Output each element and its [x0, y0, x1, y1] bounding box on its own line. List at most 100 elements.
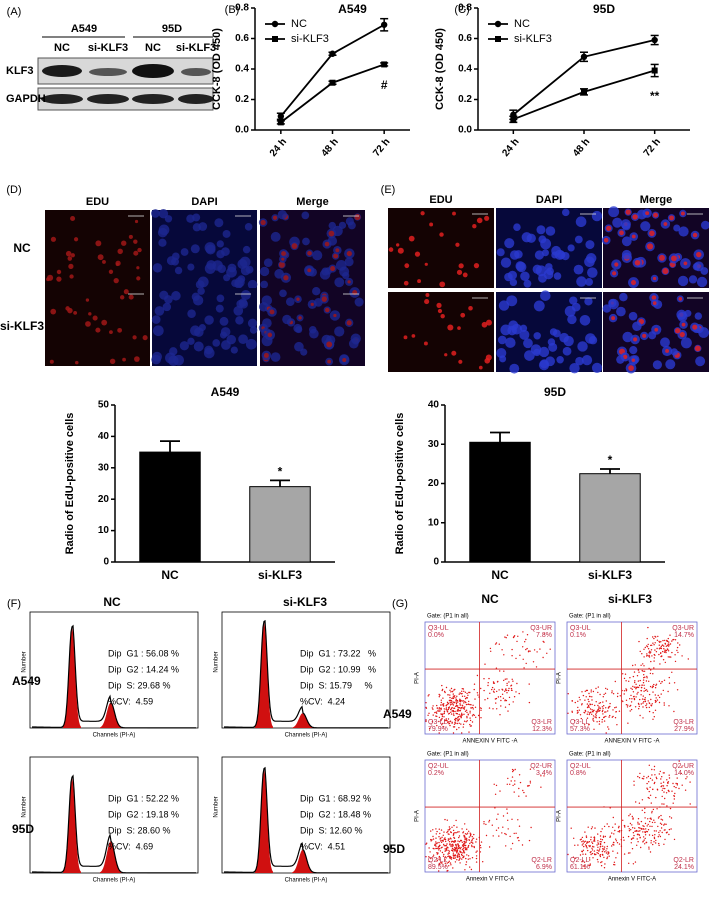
edu-dot — [119, 295, 125, 300]
event-dot — [466, 696, 468, 699]
event-dot — [453, 707, 456, 709]
event-dot — [628, 862, 630, 864]
event-dot — [447, 708, 450, 711]
event-dot — [525, 648, 527, 651]
event-dot — [516, 640, 518, 643]
event-dot — [671, 790, 673, 792]
event-dot — [648, 650, 651, 652]
bar — [249, 486, 311, 563]
event-dot — [593, 836, 596, 838]
event-dot — [518, 787, 520, 790]
event-dot — [526, 634, 529, 636]
event-dot — [630, 701, 633, 703]
event-dot — [637, 821, 639, 823]
edu-dot — [452, 211, 456, 216]
event-dot — [500, 699, 502, 702]
edu-dot — [283, 275, 289, 281]
edu-dot — [658, 254, 665, 261]
event-dot — [646, 787, 648, 789]
edu-dot — [425, 293, 430, 297]
y-axis-label: Number — [214, 796, 220, 817]
nucleus — [588, 336, 598, 345]
event-dot — [456, 705, 458, 707]
event-dot — [645, 706, 648, 709]
event-dot — [584, 867, 586, 869]
x-axis-label: Channels (PI-A) — [285, 878, 328, 884]
nucleus — [628, 311, 638, 321]
y-tick-label: 20 — [98, 494, 110, 505]
histogram-curve — [224, 619, 388, 729]
edu-dot — [95, 240, 102, 247]
event-dot — [599, 841, 601, 843]
event-dot — [593, 850, 596, 852]
event-dot — [597, 843, 600, 845]
event-dot — [660, 645, 662, 648]
event-dot — [587, 841, 589, 843]
event-dot — [638, 823, 640, 825]
event-dot — [603, 848, 606, 850]
edu-dot — [108, 269, 114, 274]
event-dot — [465, 844, 467, 847]
event-dot — [428, 727, 431, 730]
cycle-stat: %CV: 4.24 — [300, 696, 345, 706]
event-dot — [451, 690, 454, 693]
event-dot — [459, 692, 461, 694]
event-dot — [512, 680, 514, 682]
edu-dot — [335, 248, 340, 253]
event-dot — [661, 831, 663, 834]
event-dot — [596, 852, 598, 854]
quadrant-name: Q3-LR — [531, 719, 552, 726]
event-dot — [640, 694, 642, 696]
event-dot — [453, 714, 455, 717]
event-dot — [454, 695, 456, 697]
event-dot — [603, 846, 606, 848]
event-dot — [448, 723, 450, 725]
event-dot — [525, 638, 527, 641]
edu-dot — [307, 268, 312, 273]
event-dot — [463, 690, 465, 692]
event-dot — [598, 702, 600, 704]
nucleus — [543, 269, 554, 280]
event-dot — [577, 700, 579, 702]
event-dot — [662, 639, 664, 642]
marker — [277, 119, 284, 126]
y-tick-label: 0.4 — [235, 64, 249, 75]
event-dot — [438, 696, 440, 698]
y-axis-label: Radio of EdU-positive cells — [394, 413, 406, 555]
event-dot — [663, 679, 666, 681]
event-dot — [656, 789, 659, 791]
event-dot — [603, 693, 605, 696]
event-dot — [448, 838, 450, 840]
nucleus — [164, 295, 173, 304]
event-dot — [529, 768, 532, 770]
event-dot — [633, 780, 635, 782]
event-dot — [456, 722, 458, 725]
nucleus — [309, 326, 317, 334]
event-dot — [583, 861, 586, 863]
event-dot — [654, 709, 657, 711]
event-dot — [454, 854, 456, 856]
event-dot — [652, 636, 654, 638]
event-dot — [580, 838, 582, 840]
event-dot — [650, 818, 652, 820]
event-dot — [584, 699, 586, 701]
event-dot — [462, 856, 464, 859]
event-dot — [583, 724, 586, 726]
event-dot — [491, 824, 493, 826]
event-dot — [434, 711, 436, 714]
event-dot — [638, 671, 640, 673]
event-dot — [642, 831, 644, 833]
event-dot — [441, 839, 443, 842]
event-dot — [605, 715, 607, 718]
nucleus — [294, 341, 304, 352]
event-dot — [445, 848, 448, 850]
edu-dot — [437, 308, 443, 314]
quadrant-value: 57.3% — [570, 726, 590, 733]
event-dot — [455, 702, 458, 705]
event-dot — [509, 783, 511, 785]
event-dot — [430, 830, 432, 832]
quadrant-name: Q3-UL — [428, 625, 449, 632]
event-dot — [457, 717, 459, 719]
event-dot — [639, 698, 641, 701]
event-dot — [599, 855, 602, 858]
